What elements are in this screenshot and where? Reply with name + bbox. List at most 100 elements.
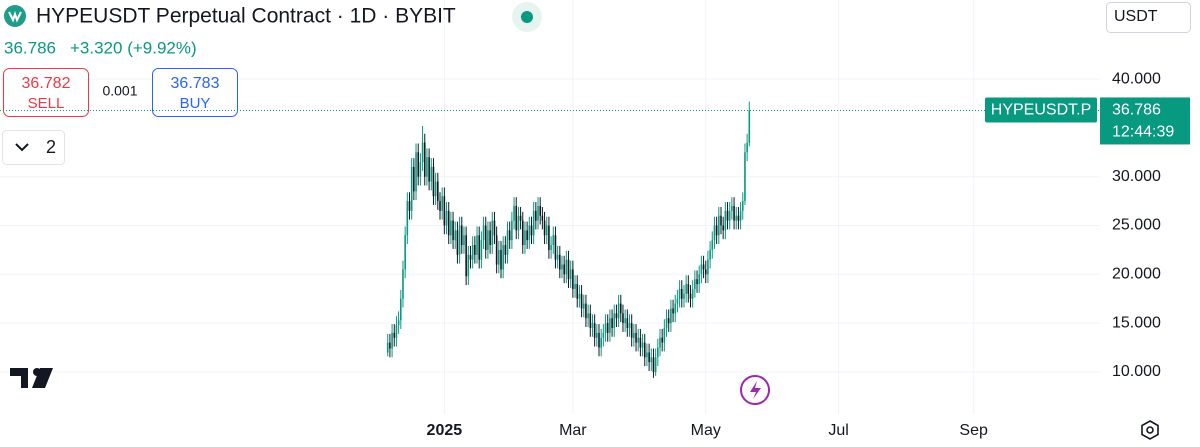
candle-body <box>545 225 548 236</box>
candle-body <box>439 201 441 211</box>
candle-body <box>511 220 513 241</box>
candle-body <box>489 230 491 246</box>
settings-icon[interactable] <box>1141 420 1159 440</box>
candle-body <box>678 288 681 299</box>
candle-body <box>530 225 533 236</box>
candle-body <box>454 230 457 241</box>
candle-body <box>633 332 635 338</box>
candle-body <box>731 205 733 211</box>
candle-body <box>554 235 557 260</box>
candle-body <box>532 210 535 236</box>
candle-body <box>504 245 507 255</box>
candle-body <box>567 259 570 280</box>
candle-body <box>465 235 467 277</box>
candle-body <box>463 235 465 246</box>
candle-body <box>541 215 544 221</box>
candle-body <box>711 240 714 250</box>
candle-body <box>609 318 611 333</box>
symbol-badge-label: HYPEUSDT.P <box>991 102 1091 119</box>
candle-body <box>696 279 698 285</box>
candle-body <box>552 235 555 246</box>
sell-label: SELL <box>28 95 65 112</box>
candle-body <box>574 284 576 289</box>
candle-body <box>410 166 413 211</box>
candle-body <box>519 215 522 221</box>
candle-body <box>432 166 435 197</box>
currency-select[interactable] <box>1106 2 1191 33</box>
x-tick-label: Mar <box>559 422 587 439</box>
buy-label: BUY <box>180 95 211 112</box>
grid <box>0 0 1100 414</box>
candle-body <box>535 210 537 221</box>
candle-body <box>395 325 398 338</box>
candle-body <box>456 230 459 255</box>
candle-body <box>580 293 583 309</box>
candle-body <box>613 313 616 328</box>
x-tick-label: Jul <box>828 422 848 439</box>
candle-body <box>619 303 622 314</box>
candle-body <box>713 225 716 241</box>
candle-body <box>471 245 474 260</box>
candle-body <box>402 269 404 299</box>
candle-body <box>617 303 620 319</box>
lightning-icon <box>750 381 761 399</box>
candle-body <box>741 201 744 211</box>
candle-body <box>559 254 561 270</box>
candle-body <box>659 337 661 348</box>
candle-body <box>550 245 552 250</box>
candle-body <box>707 259 709 275</box>
x-tick-label: Sep <box>959 422 988 439</box>
candle-body <box>591 323 594 328</box>
last-price: 36.786 <box>4 38 56 57</box>
candle-body <box>744 152 746 202</box>
sell-button[interactable] <box>3 68 89 117</box>
candle-body <box>539 205 541 216</box>
candle-body <box>399 298 402 321</box>
candle-body <box>478 235 481 260</box>
candle-body <box>563 264 565 275</box>
candle-body <box>674 303 677 314</box>
symbol-badge <box>985 97 1097 123</box>
candle-body <box>628 323 631 328</box>
candle-body <box>498 249 500 265</box>
candle-body <box>604 323 607 333</box>
candle-body <box>443 196 446 226</box>
candle-body <box>667 318 670 324</box>
candle-body <box>404 235 406 270</box>
candle-body <box>476 235 478 255</box>
tv-logo-dot <box>33 368 41 376</box>
candle-body <box>445 210 448 226</box>
candle-body <box>421 142 424 163</box>
candle-body <box>650 357 653 363</box>
candle-body <box>615 313 618 319</box>
candle-body <box>611 318 613 328</box>
candle-body <box>521 220 524 246</box>
candle-body <box>691 288 694 299</box>
candle-body <box>680 288 683 299</box>
candle-body <box>593 323 596 338</box>
y-tick-label: 25.000 <box>1112 217 1161 234</box>
buy-button[interactable] <box>152 68 238 117</box>
candle-body <box>467 254 470 277</box>
x-tick-label: May <box>691 422 721 439</box>
candles <box>386 101 751 378</box>
candle-body <box>639 337 642 348</box>
indicator-toggle[interactable] <box>2 130 65 165</box>
candle-body <box>748 110 751 143</box>
candle-body <box>720 215 722 226</box>
candle-body <box>709 249 711 260</box>
symbol-title[interactable]: HYPEUSDT Perpetual Contract · 1D · BYBIT <box>36 5 456 28</box>
price-badge-countdown: 12:44:39 <box>1112 124 1174 141</box>
candle-body <box>569 269 572 280</box>
tv-logo[interactable] <box>10 368 53 388</box>
candle-body <box>572 269 574 289</box>
candle-body <box>683 293 685 299</box>
candle-body <box>676 298 679 304</box>
candle-body <box>419 162 422 177</box>
candle-body <box>700 264 703 275</box>
candle-body <box>502 245 504 270</box>
candle-body <box>430 166 433 182</box>
candle-body <box>728 210 731 221</box>
sell-price: 36.782 <box>22 75 71 92</box>
candle-body <box>657 347 659 358</box>
